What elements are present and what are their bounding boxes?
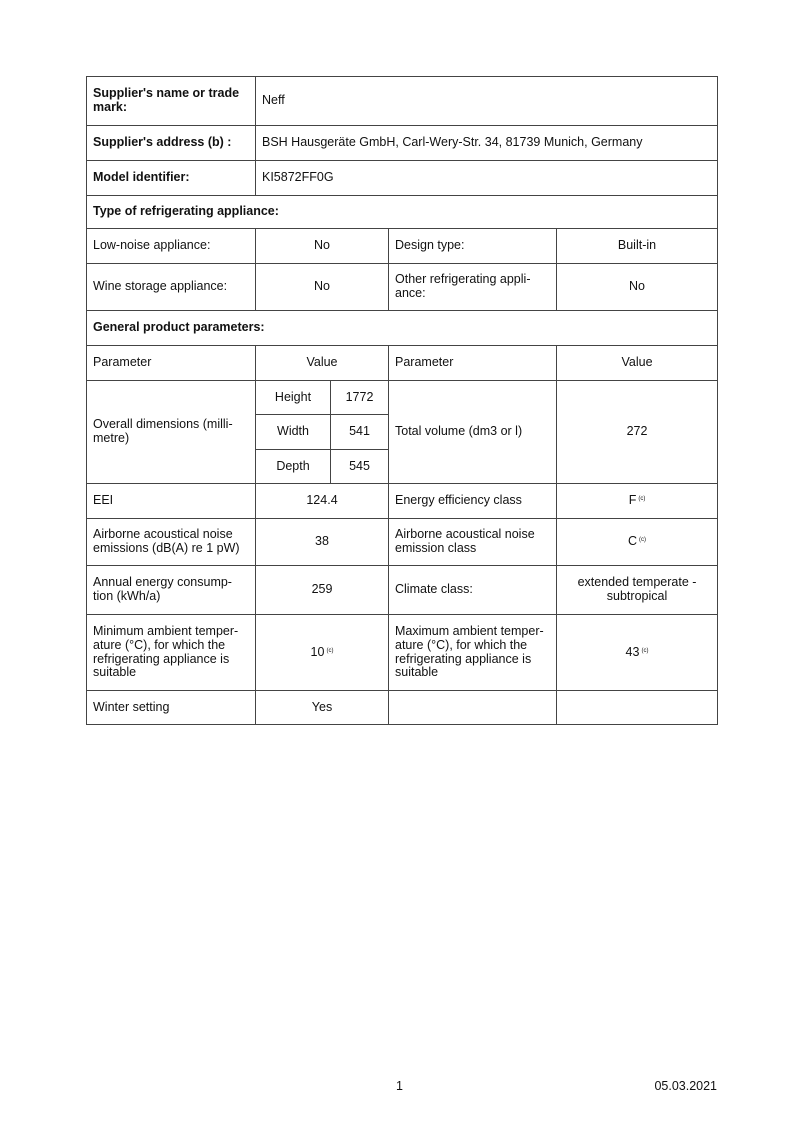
height-label: Height <box>255 380 331 415</box>
depth-label: Depth <box>255 449 331 484</box>
empty-cell <box>555 690 719 725</box>
noise-label: Airborne acoustical noise emissions (dB(… <box>86 518 256 566</box>
eei-label: EEI <box>86 483 256 519</box>
depth-value: 545 <box>330 449 389 484</box>
annual-value: 259 <box>255 565 389 615</box>
max-temp-label: Maximum ambient temper-ature (°C), for w… <box>388 614 557 691</box>
other-label: Other refrigerating appli-ance: <box>388 263 557 311</box>
max-temp-note: (c) <box>641 647 649 654</box>
winter-value: Yes <box>255 690 389 725</box>
annual-label: Annual energy consump-tion (kWh/a) <box>86 565 256 615</box>
min-temp-label: Minimum ambient temper-ature (°C), for w… <box>86 614 256 691</box>
noise-class-label: Airborne acoustical noise emission class <box>388 518 557 566</box>
max-temp-value: 43 <box>625 644 640 659</box>
supplier-address-label: Supplier's address (b) : <box>86 125 256 161</box>
volume-value: 272 <box>555 380 719 484</box>
product-info-table: Supplier's name or trade mark: Neff Suppl… <box>85 76 719 725</box>
eei-value: 124.4 <box>255 483 389 519</box>
wine-label: Wine storage appliance: <box>86 263 256 311</box>
col-parameter: Parameter <box>86 345 256 381</box>
climate-label: Climate class: <box>388 565 557 615</box>
noise-value: 38 <box>255 518 389 566</box>
supplier-name: Neff <box>254 76 719 126</box>
page-number: 1 <box>396 1079 403 1093</box>
efficiency-note: (c) <box>638 496 646 503</box>
general-section-title: General product parameters: <box>85 310 719 346</box>
other-value: No <box>555 263 719 311</box>
design-type-value: Built-in <box>555 228 719 264</box>
volume-label: Total volume (dm3 or l) <box>388 380 557 484</box>
supplier-address: BSH Hausgeräte GmbH, Carl-Wery-Str. 34, … <box>254 125 719 161</box>
efficiency-class-value: F <box>628 493 637 508</box>
footer-date: 05.03.2021 <box>654 1079 717 1093</box>
col-parameter-2: Parameter <box>388 345 557 381</box>
noise-class-cell: C (c) <box>555 518 719 566</box>
empty-cell <box>388 690 557 725</box>
efficiency-class-label: Energy efficiency class <box>388 483 557 519</box>
min-temp-value: 10 <box>310 644 325 659</box>
climate-value: extended temperate - subtropical <box>555 565 719 615</box>
noise-class-value: C <box>627 534 638 549</box>
model-identifier: KI5872FF0G <box>254 160 719 196</box>
noise-class-note: (c) <box>639 537 647 544</box>
design-type-label: Design type: <box>388 228 557 264</box>
height-value: 1772 <box>330 380 389 415</box>
model-label: Model identifier: <box>86 160 256 196</box>
min-temp-cell: 10 (c) <box>255 614 389 691</box>
low-noise-value: No <box>255 228 389 264</box>
type-section-title: Type of refrigerating appliance: <box>85 195 719 229</box>
winter-label: Winter setting <box>86 690 256 725</box>
max-temp-cell: 43 (c) <box>555 614 719 691</box>
efficiency-class-cell: F (c) <box>555 483 719 519</box>
width-value: 541 <box>330 414 389 450</box>
dimensions-label: Overall dimensions (milli-metre) <box>86 380 256 484</box>
wine-value: No <box>255 263 389 311</box>
width-label: Width <box>255 414 331 450</box>
min-temp-note: (c) <box>326 647 334 654</box>
low-noise-label: Low-noise appliance: <box>86 228 256 264</box>
col-value: Value <box>255 345 389 381</box>
col-value-2: Value <box>555 345 719 381</box>
supplier-name-label: Supplier's name or trade mark: <box>86 76 256 126</box>
